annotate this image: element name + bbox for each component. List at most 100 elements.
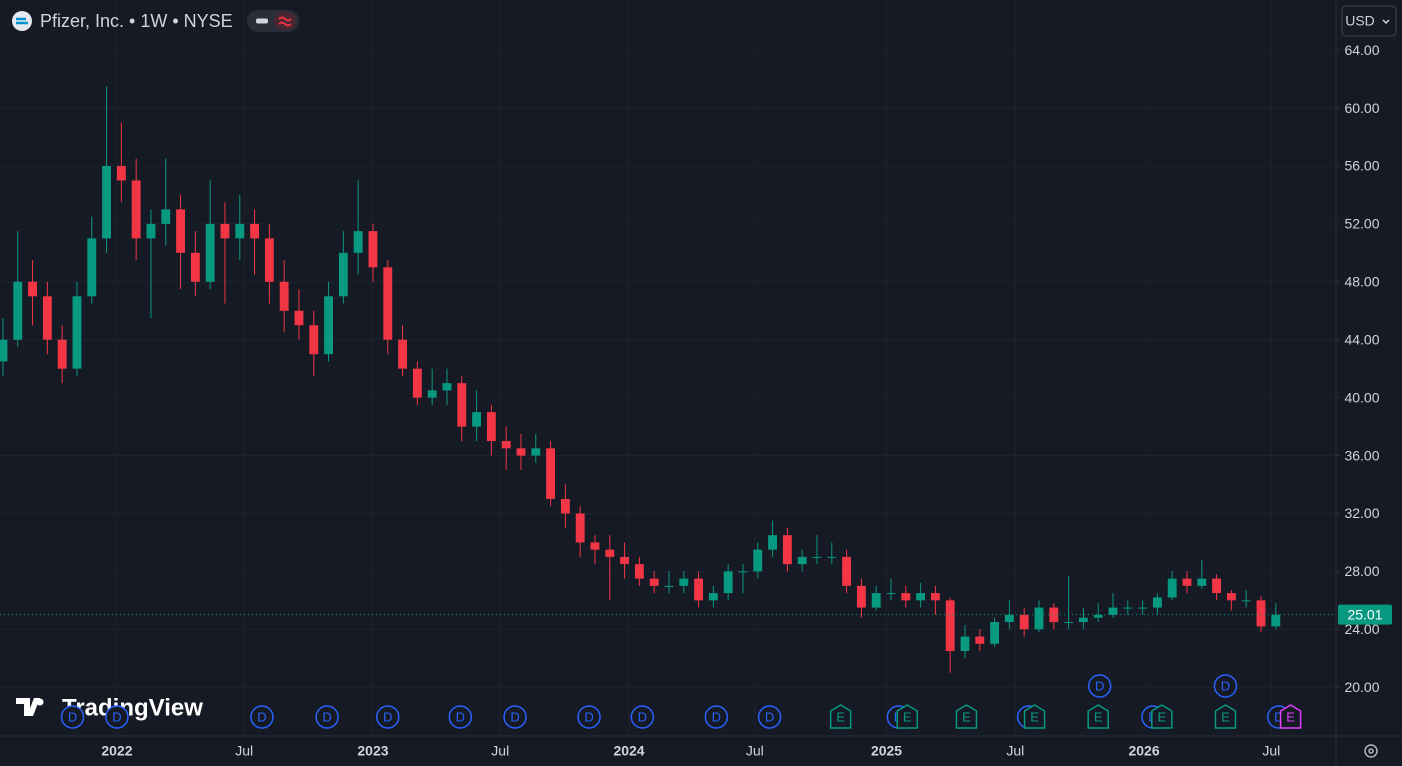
candle-body xyxy=(768,535,778,550)
event-shape xyxy=(315,705,339,729)
candle-body xyxy=(605,549,615,557)
event-shape xyxy=(376,705,400,729)
candle-body xyxy=(457,383,467,427)
x-tick-label: Jul xyxy=(235,743,253,759)
event-label: D xyxy=(68,709,77,724)
event-marker[interactable]: E xyxy=(1151,704,1173,729)
symbol-icon xyxy=(12,11,32,31)
event-marker[interactable]: D xyxy=(704,705,729,729)
candle-body xyxy=(353,231,363,253)
event-marker[interactable]: D xyxy=(503,705,527,729)
candle-body xyxy=(634,564,644,579)
candle-body xyxy=(442,383,452,391)
event-marker[interactable]: D xyxy=(630,705,655,729)
x-tick-label: 2023 xyxy=(357,743,388,759)
candle-body xyxy=(1271,614,1281,627)
candle-body xyxy=(901,593,911,601)
event-marker[interactable]: E xyxy=(896,704,919,729)
candle-body xyxy=(516,448,526,456)
candle-body xyxy=(72,296,82,369)
symbol-icon-mark xyxy=(16,17,28,25)
candle-body xyxy=(1123,607,1133,609)
candle-body xyxy=(812,556,822,558)
y-tick-label: 36.00 xyxy=(1344,447,1379,463)
event-marker[interactable]: D xyxy=(1087,674,1112,698)
event-label: E xyxy=(1221,709,1230,724)
y-tick-label: 48.00 xyxy=(1344,274,1379,290)
event-marker[interactable]: D xyxy=(757,705,782,729)
candle-body xyxy=(235,223,245,239)
candle-body xyxy=(827,556,837,558)
x-tick-label: Jul xyxy=(1262,743,1280,759)
candle-body xyxy=(531,448,541,456)
candle-body xyxy=(1034,607,1044,630)
settings-icon-center xyxy=(1368,748,1374,754)
event-label: E xyxy=(1030,709,1039,724)
candle-body xyxy=(1212,578,1222,594)
event-label: D xyxy=(112,709,121,724)
y-tick-label: 24.00 xyxy=(1344,621,1379,637)
event-marker[interactable]: E xyxy=(1214,704,1237,729)
candle-body xyxy=(738,571,748,573)
y-tick-label: 60.00 xyxy=(1344,100,1379,116)
candle-body xyxy=(205,223,215,282)
event-shape xyxy=(630,705,655,729)
chart-title: Pfizer, Inc. • 1W • NYSE xyxy=(40,11,233,31)
candle-body xyxy=(1197,578,1207,586)
candle-body xyxy=(649,578,659,586)
event-marker[interactable]: D xyxy=(105,705,129,729)
candle-body xyxy=(1108,607,1118,615)
currency-button[interactable] xyxy=(1341,5,1397,37)
event-label: D xyxy=(1221,678,1230,693)
candle-body xyxy=(664,585,674,587)
candle-body xyxy=(960,636,970,652)
candle-body xyxy=(782,535,792,565)
event-shape xyxy=(448,705,473,729)
event-shape xyxy=(1023,704,1046,729)
event-marker[interactable]: E xyxy=(955,704,978,729)
event-label: D xyxy=(257,709,266,724)
candle-body xyxy=(1152,597,1162,608)
plot-area: 20.00 24.00 28.00 32.00 36.00 40.00 44.00 48.00… xyxy=(0,41,1380,759)
event-marker[interactable]: D xyxy=(448,705,473,729)
event-marker[interactable]: D xyxy=(250,705,274,729)
candle-body xyxy=(916,593,926,601)
candle-body xyxy=(1093,614,1103,618)
candle-body xyxy=(472,412,482,427)
event-marker[interactable]: D xyxy=(60,705,85,729)
candle-body xyxy=(560,498,570,514)
candle-body xyxy=(427,390,437,398)
event-marker[interactable]: D xyxy=(315,705,339,729)
candle-body xyxy=(398,339,408,369)
event-marker[interactable]: D xyxy=(577,705,601,729)
candle-body xyxy=(708,593,718,601)
candle-body xyxy=(945,600,955,652)
event-marker[interactable]: D xyxy=(376,705,400,729)
candle-body xyxy=(28,281,38,297)
candle-body xyxy=(412,368,422,398)
currency-caret xyxy=(1382,19,1390,25)
y-tick-label: 40.00 xyxy=(1344,389,1379,405)
candle-body xyxy=(1064,622,1074,624)
candle-body xyxy=(975,636,985,644)
candle-body xyxy=(871,593,881,608)
candle-body xyxy=(250,223,260,239)
candle-body xyxy=(146,223,156,239)
event-label: D xyxy=(456,709,465,724)
event-marker[interactable]: D xyxy=(1213,674,1238,698)
candle-body xyxy=(324,296,334,355)
candle-body xyxy=(131,180,141,239)
event-marker[interactable]: E xyxy=(1087,704,1109,729)
y-tick-label: 28.00 xyxy=(1344,563,1379,579)
event-marker[interactable]: E xyxy=(829,704,852,729)
event-label: D xyxy=(765,709,774,724)
x-tick-label: 2026 xyxy=(1128,743,1159,759)
candle-body xyxy=(279,281,289,311)
x-tick-label: Jul xyxy=(491,743,509,759)
event-marker[interactable]: E xyxy=(1023,704,1046,729)
candle-body xyxy=(679,578,689,586)
event-marker[interactable]: E xyxy=(1279,704,1302,729)
settings-icon[interactable] xyxy=(1364,744,1378,758)
candle-body xyxy=(338,252,348,297)
